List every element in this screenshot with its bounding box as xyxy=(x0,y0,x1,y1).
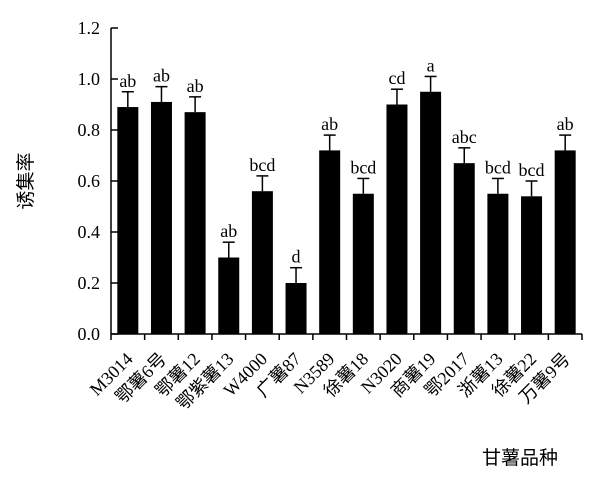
error-bar xyxy=(390,88,403,105)
error-bar xyxy=(189,96,202,113)
bar xyxy=(420,91,442,334)
y-tick-label: 0.6 xyxy=(78,171,101,191)
bar xyxy=(285,283,307,334)
y-tick-label: 0.2 xyxy=(78,273,101,293)
y-axis-title: 诱集率 xyxy=(15,152,37,209)
significance-label: ab xyxy=(557,114,574,134)
error-bar xyxy=(458,147,471,164)
bar xyxy=(386,104,408,334)
significance-label: ab xyxy=(187,76,204,96)
significance-label: ab xyxy=(119,71,136,91)
error-bar xyxy=(256,175,269,192)
significance-label: cd xyxy=(388,68,405,88)
bar xyxy=(184,112,206,335)
error-bar xyxy=(525,180,538,197)
error-bar xyxy=(424,75,437,92)
significance-label: abc xyxy=(452,127,477,147)
bar xyxy=(251,191,273,334)
error-bar xyxy=(155,85,168,102)
y-axis: 0.0 0.2 0.4 0.6 0.8 1.0 1.2 xyxy=(78,18,118,344)
error-bar xyxy=(491,177,504,194)
significance-label: bcd xyxy=(485,157,511,177)
bar xyxy=(554,150,576,334)
error-bar xyxy=(290,266,303,283)
bar xyxy=(117,107,139,334)
significance-label: d xyxy=(292,247,301,267)
x-axis-title: 甘薯品种 xyxy=(482,447,558,469)
bar xyxy=(521,196,543,334)
error-bar xyxy=(222,241,235,258)
error-bar xyxy=(121,91,134,108)
y-tick-label: 1.2 xyxy=(78,18,101,38)
bar xyxy=(319,150,341,334)
bars xyxy=(117,91,576,335)
y-tick-label: 0.4 xyxy=(78,222,101,242)
significance-label: bcd xyxy=(519,160,545,180)
bar xyxy=(453,163,475,334)
significance-label: ab xyxy=(321,114,338,134)
y-tick-label: 0.8 xyxy=(78,120,101,140)
error-bar xyxy=(357,177,370,194)
bar xyxy=(487,193,509,334)
significance-label: bcd xyxy=(350,157,376,177)
significance-label: a xyxy=(427,55,435,75)
x-axis xyxy=(110,333,583,340)
significance-label: ab xyxy=(153,66,170,86)
category-labels: M3014鄂薯6号鄂薯12鄂紫薯13W4000广薯87N3589徐薯18N302… xyxy=(86,349,574,414)
error-bar xyxy=(559,134,572,151)
y-tick-label: 0.0 xyxy=(78,324,101,344)
y-tick-label: 1.0 xyxy=(78,69,101,89)
significance-label: ab xyxy=(220,221,237,241)
error-bars xyxy=(121,75,572,283)
bar xyxy=(218,257,240,334)
error-bar xyxy=(323,134,336,151)
bar xyxy=(352,193,374,334)
significance-label: bcd xyxy=(249,155,275,175)
bar xyxy=(150,101,172,334)
